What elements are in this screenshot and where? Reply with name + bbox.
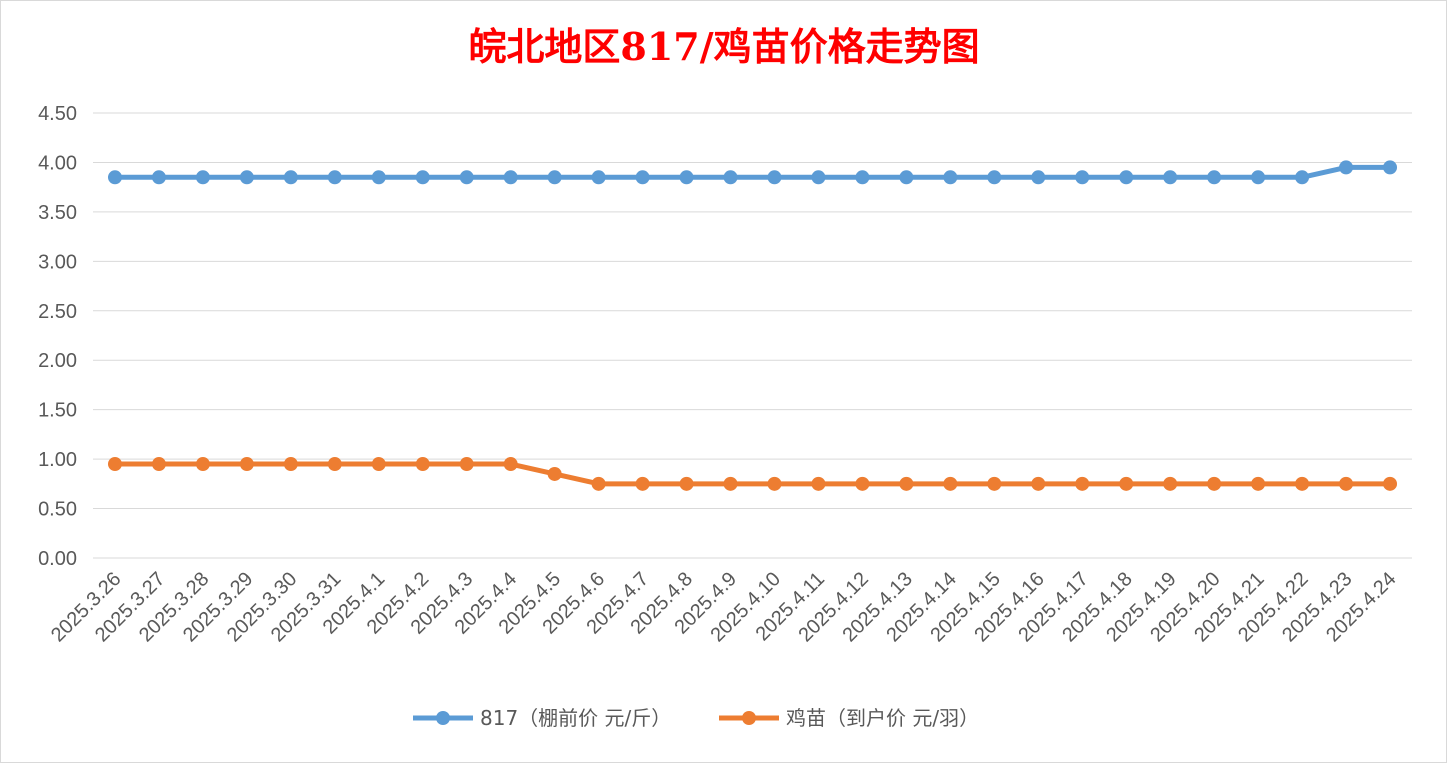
data-point bbox=[195, 170, 210, 185]
legend-label: 817（棚前价 元/斤） bbox=[480, 706, 671, 730]
data-point bbox=[327, 170, 342, 185]
data-point bbox=[503, 457, 518, 472]
data-point bbox=[1031, 170, 1046, 185]
data-point bbox=[855, 476, 870, 491]
data-point bbox=[679, 170, 694, 185]
data-point bbox=[415, 170, 430, 185]
data-point bbox=[1163, 476, 1178, 491]
data-point bbox=[107, 457, 122, 472]
data-point bbox=[371, 457, 386, 472]
data-point bbox=[987, 170, 1002, 185]
data-point bbox=[459, 457, 474, 472]
y-tick-label: 2.50 bbox=[38, 301, 77, 323]
data-point bbox=[767, 170, 782, 185]
data-point bbox=[899, 476, 914, 491]
data-point bbox=[1251, 476, 1266, 491]
data-point bbox=[107, 170, 122, 185]
gridlines bbox=[93, 112, 1412, 559]
data-point bbox=[679, 476, 694, 491]
data-point bbox=[371, 170, 386, 185]
chart-title: 皖北地区817/鸡苗价格走势图 bbox=[468, 24, 979, 69]
data-point bbox=[899, 170, 914, 185]
data-point bbox=[1207, 170, 1222, 185]
data-point bbox=[1339, 160, 1354, 175]
data-point bbox=[1251, 170, 1266, 185]
y-tick-label: 0.50 bbox=[38, 499, 77, 521]
data-point bbox=[1383, 160, 1398, 175]
data-point bbox=[547, 466, 562, 481]
data-point bbox=[591, 170, 606, 185]
data-point bbox=[987, 476, 1002, 491]
data-point bbox=[283, 170, 298, 185]
data-point bbox=[1031, 476, 1046, 491]
data-point bbox=[591, 476, 606, 491]
y-tick-label: 1.00 bbox=[38, 449, 77, 471]
data-point bbox=[635, 476, 650, 491]
data-point bbox=[547, 170, 562, 185]
legend-label: 鸡苗（到户价 元/羽） bbox=[786, 706, 979, 730]
y-tick-label: 1.50 bbox=[38, 400, 77, 422]
data-point bbox=[855, 170, 870, 185]
data-point bbox=[1295, 170, 1310, 185]
data-point bbox=[239, 170, 254, 185]
y-tick-label: 0.00 bbox=[38, 548, 77, 570]
y-tick-label: 4.00 bbox=[38, 152, 77, 174]
y-tick-label: 2.00 bbox=[38, 350, 77, 372]
data-point bbox=[1207, 476, 1222, 491]
y-tick-label: 4.50 bbox=[38, 103, 77, 125]
data-point bbox=[1295, 476, 1310, 491]
data-point bbox=[195, 457, 210, 472]
data-point bbox=[811, 170, 826, 185]
y-axis-ticks: 0.00 0.50 1.00 1.50 2.00 2.50 3.00 3.50 4.00 4.50 bbox=[38, 103, 77, 570]
y-tick-label: 3.50 bbox=[38, 202, 77, 224]
series-layer bbox=[107, 160, 1398, 491]
legend-marker bbox=[436, 711, 450, 725]
data-point bbox=[1075, 476, 1090, 491]
data-point bbox=[1163, 170, 1178, 185]
data-point bbox=[811, 476, 826, 491]
data-point bbox=[151, 170, 166, 185]
data-point bbox=[283, 457, 298, 472]
legend-item: 鸡苗（到户价 元/羽） bbox=[719, 706, 979, 730]
data-point bbox=[503, 170, 518, 185]
y-tick-label: 3.00 bbox=[38, 251, 77, 273]
data-point bbox=[1339, 476, 1354, 491]
data-point bbox=[459, 170, 474, 185]
series-1 bbox=[107, 160, 1398, 185]
data-point bbox=[943, 476, 958, 491]
data-point bbox=[239, 457, 254, 472]
legend: 817（棚前价 元/斤） 鸡苗（到户价 元/羽） bbox=[413, 706, 979, 730]
data-point bbox=[151, 457, 166, 472]
series-2 bbox=[107, 457, 1398, 491]
series-line bbox=[114, 461, 1391, 487]
data-point bbox=[767, 476, 782, 491]
series-line bbox=[114, 164, 1391, 180]
data-point bbox=[327, 457, 342, 472]
data-point bbox=[1075, 170, 1090, 185]
data-point bbox=[635, 170, 650, 185]
data-point bbox=[723, 476, 738, 491]
data-point bbox=[415, 457, 430, 472]
data-point bbox=[1119, 170, 1134, 185]
legend-marker bbox=[742, 711, 756, 725]
data-point bbox=[943, 170, 958, 185]
legend-item: 817（棚前价 元/斤） bbox=[413, 706, 671, 730]
data-point bbox=[1383, 476, 1398, 491]
data-point bbox=[723, 170, 738, 185]
data-point bbox=[1119, 476, 1134, 491]
